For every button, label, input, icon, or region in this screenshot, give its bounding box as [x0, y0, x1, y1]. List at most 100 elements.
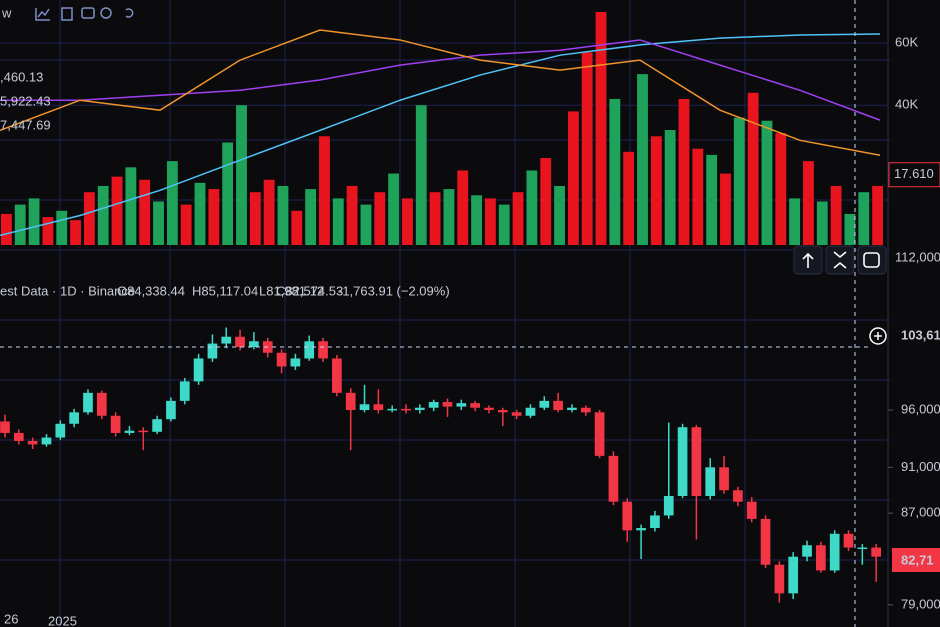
- legend-open: O84,338.44: [117, 283, 185, 298]
- volume-bar: [595, 12, 607, 245]
- volume-bar: [720, 173, 731, 245]
- candle-body: [152, 419, 162, 432]
- volume-bar: [443, 189, 455, 245]
- candle-body: [373, 404, 384, 411]
- volume-bar: [166, 161, 178, 245]
- volume-bar: [360, 204, 372, 245]
- volume-bar: [97, 185, 109, 245]
- volume-bar: [1, 213, 12, 245]
- y-tick-label: 79,000: [901, 596, 940, 611]
- candle-body: [497, 410, 508, 413]
- volume-bar: [402, 198, 413, 245]
- candle-body: [69, 412, 79, 424]
- candle-body: [83, 392, 93, 413]
- candle-body: [539, 400, 550, 408]
- candle-body: [553, 400, 563, 411]
- candle-body: [290, 358, 301, 367]
- volume-bar: [70, 220, 81, 245]
- volume-bar: [208, 189, 220, 245]
- volume-bar: [747, 92, 759, 245]
- volume-bar: [374, 192, 386, 245]
- maximize-button[interactable]: [857, 245, 887, 275]
- toolbar-icons[interactable]: [35, 7, 134, 21]
- candle-body: [221, 336, 232, 344]
- volume-bar: [14, 204, 26, 245]
- candle-body: [318, 341, 328, 359]
- collapse-button[interactable]: [825, 245, 855, 275]
- volume-bar: [706, 154, 718, 245]
- candle-body: [27, 440, 38, 445]
- candle-body: [179, 381, 190, 401]
- last-price: 82,71: [901, 552, 934, 567]
- volume-bar: [291, 210, 303, 245]
- volume-bar: [844, 213, 856, 245]
- candle-body: [415, 407, 425, 411]
- candle-body: [746, 501, 757, 519]
- volume-bar: [816, 201, 828, 245]
- candle-body: [0, 421, 10, 433]
- volume-bar: [346, 185, 358, 245]
- volume-bar: [692, 148, 704, 245]
- candle-body: [345, 392, 356, 411]
- volume-bar: [388, 173, 400, 245]
- moving-average: [0, 33, 881, 237]
- candle-body: [719, 467, 729, 491]
- candle-body: [622, 501, 633, 531]
- moving-average: [0, 29, 881, 156]
- volume-bar: [153, 201, 164, 245]
- volume-bar: [609, 98, 621, 245]
- volume-bar: [332, 198, 344, 245]
- volume-bar: [761, 120, 773, 245]
- candle-body: [788, 556, 799, 594]
- volume-bar: [567, 111, 579, 245]
- volume-bar: [830, 185, 842, 245]
- indicator-value: 5,922.43: [0, 93, 51, 108]
- x-label: 26: [4, 611, 18, 626]
- candle-body: [774, 564, 785, 594]
- toolbar-label: w: [1, 5, 12, 20]
- volume-bar: [429, 192, 441, 245]
- legend-low: L81,981.12: [259, 283, 324, 298]
- volume-bar: [56, 210, 68, 245]
- price-panel: 96,000 91,000 87,000 79,000: [0, 327, 940, 611]
- candle-body: [567, 407, 577, 411]
- volume-bar: [512, 192, 524, 245]
- volume-bar: [484, 198, 496, 245]
- volume-panel: 60K 40K 17.610: [0, 12, 940, 246]
- volume-bar: [803, 161, 814, 245]
- legend-high: H85,117.04: [192, 283, 258, 298]
- volume-bar: [111, 176, 123, 245]
- candle-body: [96, 392, 107, 416]
- candle-body: [401, 408, 411, 411]
- candle-body: [304, 341, 315, 359]
- volume-bar: [457, 170, 469, 245]
- scale-label: 112,000: [895, 249, 940, 264]
- candle-body: [691, 427, 702, 496]
- candle-body: [456, 403, 467, 407]
- volume-bar: [415, 105, 427, 245]
- last-volume: 17.610: [894, 166, 934, 181]
- add-alert-button[interactable]: [869, 327, 887, 345]
- volume-bar: [581, 52, 593, 246]
- volume-bar: [678, 98, 690, 245]
- crosshair-price: 103,61: [901, 327, 940, 342]
- candle-body: [843, 533, 854, 548]
- legend-change: -1,763.91 (−2.09%): [338, 283, 450, 298]
- x-label: 2025: [48, 613, 77, 627]
- y-tick-label: 40K: [895, 97, 918, 112]
- y-tick-label: 87,000: [901, 505, 940, 520]
- candle-body: [124, 430, 135, 433]
- volume-bar: [872, 185, 883, 245]
- volume-bar: [526, 170, 538, 245]
- last-price-badge: [892, 548, 940, 572]
- volume-bar: [249, 192, 261, 245]
- volume-bar: [139, 179, 151, 245]
- volume-bar: [498, 204, 510, 245]
- candle-body: [484, 407, 494, 411]
- candle-body: [442, 402, 453, 407]
- candle-body: [138, 430, 149, 433]
- volume-bar: [733, 117, 745, 245]
- volume-bar: [775, 133, 787, 245]
- volume-bar: [858, 192, 870, 245]
- volume-bar: [277, 185, 289, 245]
